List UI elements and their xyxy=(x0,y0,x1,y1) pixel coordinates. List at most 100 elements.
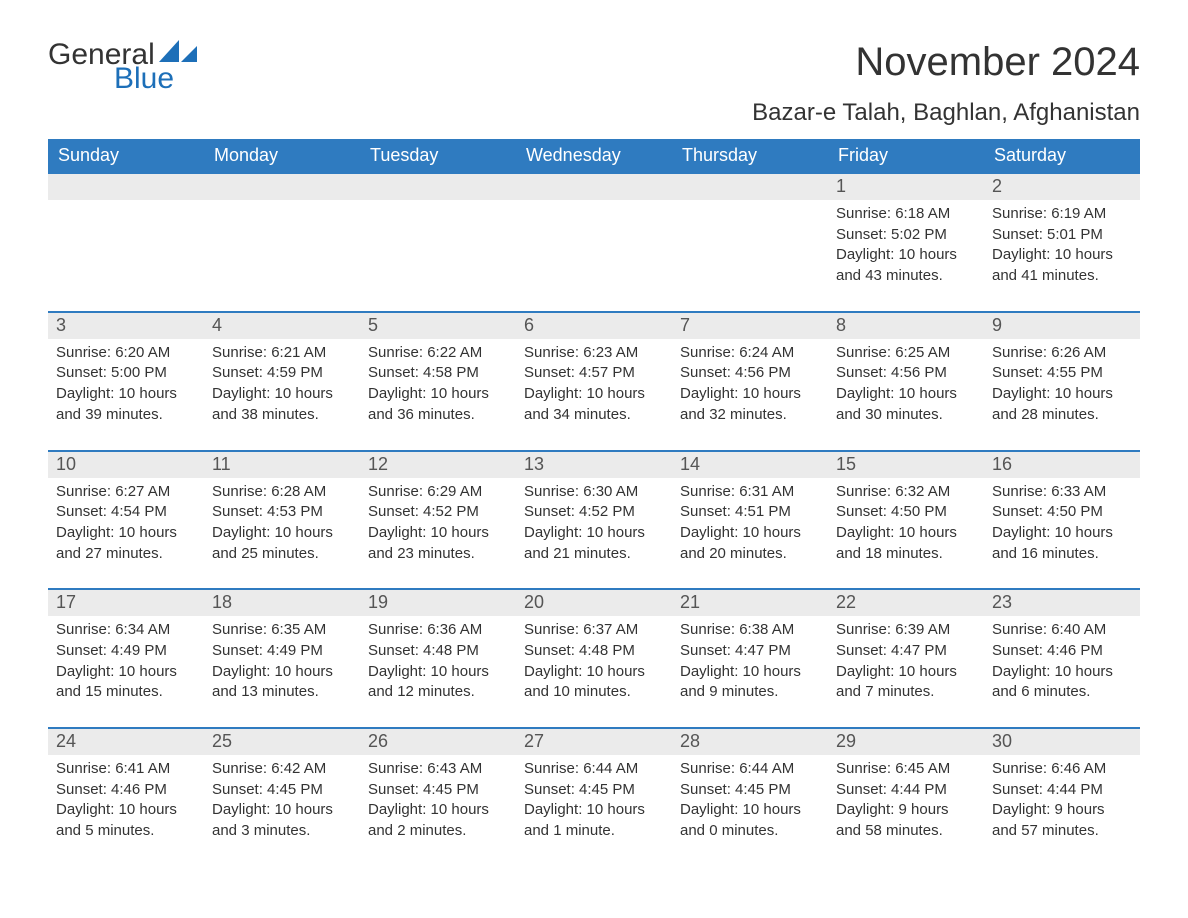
day-number: 21 xyxy=(672,590,828,616)
weekday-header-row: Sunday Monday Tuesday Wednesday Thursday… xyxy=(48,139,1140,174)
day-number: 20 xyxy=(516,590,672,616)
day-number xyxy=(360,174,516,200)
day-cell: 12Sunrise: 6:29 AMSunset: 4:52 PMDayligh… xyxy=(360,452,516,571)
sunset-line: Sunset: 4:45 PM xyxy=(368,780,508,801)
sunrise-line: Sunrise: 6:39 AM xyxy=(836,620,976,641)
day-body: Sunrise: 6:43 AMSunset: 4:45 PMDaylight:… xyxy=(360,755,516,848)
sunset-line: Sunset: 4:50 PM xyxy=(992,502,1132,523)
day-body: Sunrise: 6:36 AMSunset: 4:48 PMDaylight:… xyxy=(360,616,516,709)
weekday-header: Friday xyxy=(828,139,984,174)
daylight-line: Daylight: 10 hours and 10 minutes. xyxy=(524,662,664,703)
sunset-line: Sunset: 4:46 PM xyxy=(992,641,1132,662)
day-cell: 10Sunrise: 6:27 AMSunset: 4:54 PMDayligh… xyxy=(48,452,204,571)
daylight-line: Daylight: 10 hours and 27 minutes. xyxy=(56,523,196,564)
sunset-line: Sunset: 4:45 PM xyxy=(212,780,352,801)
sunset-line: Sunset: 4:54 PM xyxy=(56,502,196,523)
day-number: 23 xyxy=(984,590,1140,616)
day-body: Sunrise: 6:32 AMSunset: 4:50 PMDaylight:… xyxy=(828,478,984,571)
daylight-line: Daylight: 10 hours and 28 minutes. xyxy=(992,384,1132,425)
day-body: Sunrise: 6:41 AMSunset: 4:46 PMDaylight:… xyxy=(48,755,204,848)
day-body: Sunrise: 6:24 AMSunset: 4:56 PMDaylight:… xyxy=(672,339,828,432)
day-cell: 13Sunrise: 6:30 AMSunset: 4:52 PMDayligh… xyxy=(516,452,672,571)
day-cell: 2Sunrise: 6:19 AMSunset: 5:01 PMDaylight… xyxy=(984,174,1140,293)
sunrise-line: Sunrise: 6:34 AM xyxy=(56,620,196,641)
day-body: Sunrise: 6:30 AMSunset: 4:52 PMDaylight:… xyxy=(516,478,672,571)
daylight-line: Daylight: 10 hours and 0 minutes. xyxy=(680,800,820,841)
day-body: Sunrise: 6:33 AMSunset: 4:50 PMDaylight:… xyxy=(984,478,1140,571)
day-cell: 5Sunrise: 6:22 AMSunset: 4:58 PMDaylight… xyxy=(360,313,516,432)
daylight-line: Daylight: 10 hours and 36 minutes. xyxy=(368,384,508,425)
week-row: 1Sunrise: 6:18 AMSunset: 5:02 PMDaylight… xyxy=(48,174,1140,293)
sunrise-line: Sunrise: 6:36 AM xyxy=(368,620,508,641)
daylight-line: Daylight: 9 hours and 57 minutes. xyxy=(992,800,1132,841)
day-body: Sunrise: 6:19 AMSunset: 5:01 PMDaylight:… xyxy=(984,200,1140,293)
daylight-line: Daylight: 10 hours and 30 minutes. xyxy=(836,384,976,425)
day-cell: 6Sunrise: 6:23 AMSunset: 4:57 PMDaylight… xyxy=(516,313,672,432)
title-block: November 2024 Bazar-e Talah, Baghlan, Af… xyxy=(752,40,1140,135)
day-number xyxy=(516,174,672,200)
day-number: 10 xyxy=(48,452,204,478)
weekday-header: Saturday xyxy=(984,139,1140,174)
day-number: 19 xyxy=(360,590,516,616)
day-body: Sunrise: 6:26 AMSunset: 4:55 PMDaylight:… xyxy=(984,339,1140,432)
day-number: 2 xyxy=(984,174,1140,200)
sunrise-line: Sunrise: 6:43 AM xyxy=(368,759,508,780)
day-body: Sunrise: 6:38 AMSunset: 4:47 PMDaylight:… xyxy=(672,616,828,709)
day-number: 28 xyxy=(672,729,828,755)
day-cell: 11Sunrise: 6:28 AMSunset: 4:53 PMDayligh… xyxy=(204,452,360,571)
daylight-line: Daylight: 10 hours and 18 minutes. xyxy=(836,523,976,564)
sunrise-line: Sunrise: 6:35 AM xyxy=(212,620,352,641)
sunrise-line: Sunrise: 6:18 AM xyxy=(836,204,976,225)
day-number: 7 xyxy=(672,313,828,339)
sunrise-line: Sunrise: 6:40 AM xyxy=(992,620,1132,641)
day-cell: 22Sunrise: 6:39 AMSunset: 4:47 PMDayligh… xyxy=(828,590,984,709)
day-number: 18 xyxy=(204,590,360,616)
day-number: 3 xyxy=(48,313,204,339)
sunset-line: Sunset: 4:52 PM xyxy=(524,502,664,523)
sunset-line: Sunset: 4:53 PM xyxy=(212,502,352,523)
day-cell: 24Sunrise: 6:41 AMSunset: 4:46 PMDayligh… xyxy=(48,729,204,848)
day-number: 12 xyxy=(360,452,516,478)
day-number: 6 xyxy=(516,313,672,339)
day-body: Sunrise: 6:44 AMSunset: 4:45 PMDaylight:… xyxy=(516,755,672,848)
logo: General Blue xyxy=(48,40,197,94)
day-body: Sunrise: 6:28 AMSunset: 4:53 PMDaylight:… xyxy=(204,478,360,571)
sunset-line: Sunset: 4:47 PM xyxy=(680,641,820,662)
sunset-line: Sunset: 4:51 PM xyxy=(680,502,820,523)
day-cell: 25Sunrise: 6:42 AMSunset: 4:45 PMDayligh… xyxy=(204,729,360,848)
day-cell: 29Sunrise: 6:45 AMSunset: 4:44 PMDayligh… xyxy=(828,729,984,848)
calendar: Sunday Monday Tuesday Wednesday Thursday… xyxy=(48,139,1140,848)
sunset-line: Sunset: 5:01 PM xyxy=(992,225,1132,246)
day-body: Sunrise: 6:29 AMSunset: 4:52 PMDaylight:… xyxy=(360,478,516,571)
day-body: Sunrise: 6:23 AMSunset: 4:57 PMDaylight:… xyxy=(516,339,672,432)
daylight-line: Daylight: 10 hours and 6 minutes. xyxy=(992,662,1132,703)
sunset-line: Sunset: 4:44 PM xyxy=(992,780,1132,801)
day-cell xyxy=(672,174,828,293)
sunrise-line: Sunrise: 6:44 AM xyxy=(524,759,664,780)
daylight-line: Daylight: 10 hours and 7 minutes. xyxy=(836,662,976,703)
day-cell xyxy=(360,174,516,293)
day-body: Sunrise: 6:31 AMSunset: 4:51 PMDaylight:… xyxy=(672,478,828,571)
day-body: Sunrise: 6:18 AMSunset: 5:02 PMDaylight:… xyxy=(828,200,984,293)
day-cell: 3Sunrise: 6:20 AMSunset: 5:00 PMDaylight… xyxy=(48,313,204,432)
sunrise-line: Sunrise: 6:41 AM xyxy=(56,759,196,780)
daylight-line: Daylight: 10 hours and 9 minutes. xyxy=(680,662,820,703)
day-number: 11 xyxy=(204,452,360,478)
day-number: 9 xyxy=(984,313,1140,339)
day-cell: 26Sunrise: 6:43 AMSunset: 4:45 PMDayligh… xyxy=(360,729,516,848)
sunrise-line: Sunrise: 6:42 AM xyxy=(212,759,352,780)
daylight-line: Daylight: 10 hours and 3 minutes. xyxy=(212,800,352,841)
day-number: 30 xyxy=(984,729,1140,755)
day-cell: 28Sunrise: 6:44 AMSunset: 4:45 PMDayligh… xyxy=(672,729,828,848)
sunrise-line: Sunrise: 6:37 AM xyxy=(524,620,664,641)
location: Bazar-e Talah, Baghlan, Afghanistan xyxy=(752,99,1140,127)
sunrise-line: Sunrise: 6:31 AM xyxy=(680,482,820,503)
day-body: Sunrise: 6:44 AMSunset: 4:45 PMDaylight:… xyxy=(672,755,828,848)
day-cell: 27Sunrise: 6:44 AMSunset: 4:45 PMDayligh… xyxy=(516,729,672,848)
sunset-line: Sunset: 4:49 PM xyxy=(56,641,196,662)
sunset-line: Sunset: 4:56 PM xyxy=(836,363,976,384)
sunset-line: Sunset: 4:55 PM xyxy=(992,363,1132,384)
week-row: 17Sunrise: 6:34 AMSunset: 4:49 PMDayligh… xyxy=(48,588,1140,709)
sunrise-line: Sunrise: 6:32 AM xyxy=(836,482,976,503)
sunset-line: Sunset: 4:50 PM xyxy=(836,502,976,523)
